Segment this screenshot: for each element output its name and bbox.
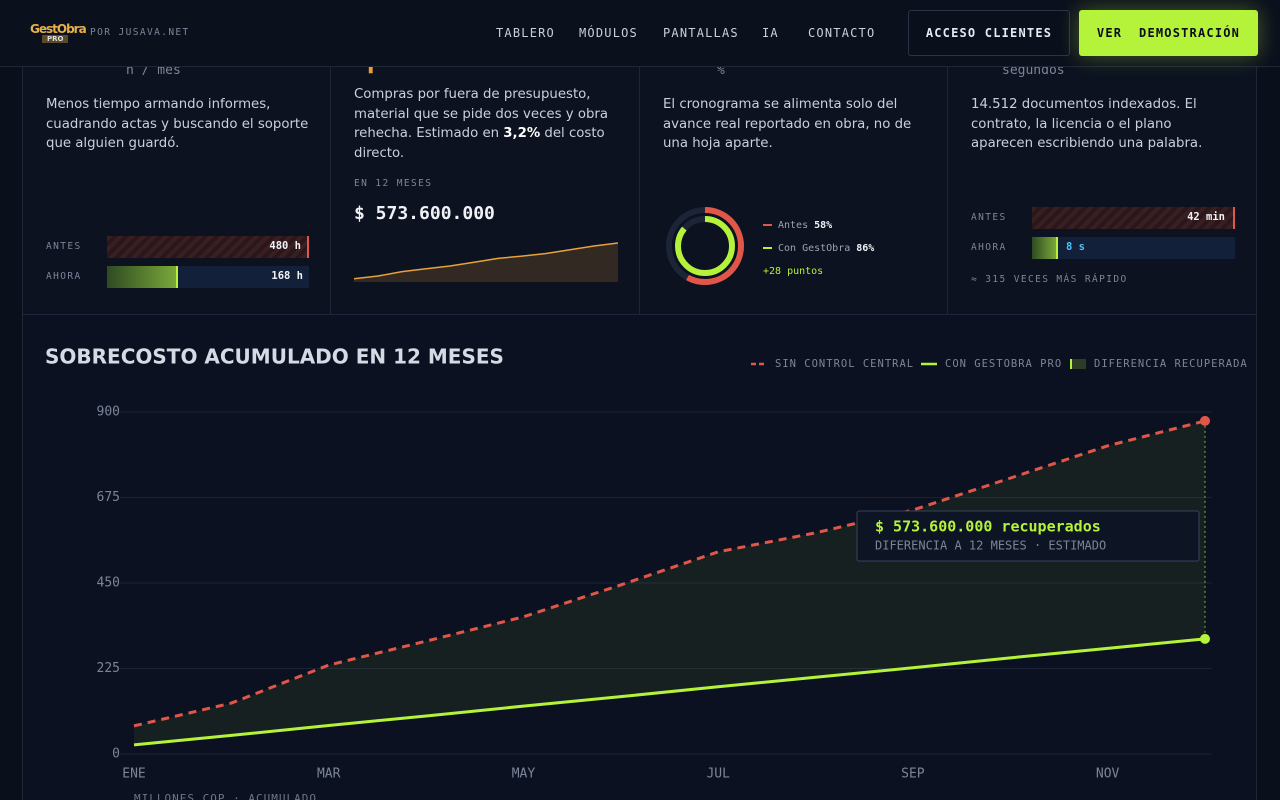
donut-arc: [675, 216, 735, 276]
series-line: [133, 637, 1206, 747]
nav-link[interactable]: MÓDULOS: [579, 26, 638, 40]
bar-label: ANTES: [46, 241, 82, 252]
nav-link[interactable]: TABLERO: [496, 26, 555, 40]
x-tick-label: SEP: [901, 767, 925, 782]
donut-legend: Antes 58% Con GestObra 86% +28 puntos: [763, 214, 874, 283]
end-point: [1200, 633, 1210, 644]
tooltip-title: $ 573.600.000 recuperados: [875, 518, 1101, 536]
y-tick-label: 225: [97, 661, 120, 676]
unit: %: [717, 63, 725, 78]
bar-label: ANTES: [971, 212, 1007, 223]
nav-link[interactable]: CONTACTO: [808, 26, 876, 40]
bar-value: 42 min: [1187, 211, 1225, 223]
logo[interactable]: GestObra: [30, 22, 87, 36]
demo-button[interactable]: VER DEMOSTRACIÓN: [1079, 10, 1258, 56]
sparkline: [354, 242, 618, 282]
byline: POR JUSAVA.NET: [90, 27, 190, 38]
legend-item: Con GestObra 86%: [763, 237, 874, 260]
x-tick-label: JUL: [706, 767, 730, 782]
nav-link[interactable]: IA: [762, 26, 779, 40]
bar-label: AHORA: [46, 271, 82, 282]
text-bold: 3,2%: [503, 126, 541, 141]
donut: [666, 207, 744, 285]
legend-item: Antes 58%: [763, 214, 874, 237]
description: Compras por fuera de presupuesto, materi…: [354, 85, 619, 163]
bar-value: 8 s: [1066, 241, 1085, 253]
legend-swatch: [763, 247, 772, 249]
text: del costo directo.: [354, 126, 605, 161]
bar-value: 168 h: [271, 270, 303, 282]
after-bar: [107, 266, 178, 288]
bar-value: 480 h: [269, 240, 301, 252]
x-tick-label: NOV: [1096, 767, 1120, 782]
x-tick-label: MAY: [512, 767, 536, 782]
bar-track: 8 s: [1032, 237, 1235, 259]
x-tick-label: MAR: [317, 767, 341, 782]
total: $ 573.600.000: [354, 203, 495, 224]
description: El cronograma se alimenta solo del avanc…: [663, 97, 912, 151]
tooltip-subtitle: DIFERENCIA A 12 MESES · ESTIMADO: [875, 539, 1106, 553]
y-axis-label: MILLONES COP · ACUMULADO: [134, 792, 317, 800]
legend-swatch: [763, 224, 772, 226]
description: Menos tiempo armando informes, cuadrando…: [46, 97, 309, 151]
bar-label: AHORA: [971, 242, 1007, 253]
sparkline: [354, 242, 618, 280]
nav-link[interactable]: PANTALLAS: [663, 26, 739, 40]
note: ≈ 315 VECES MÁS RÁPIDO: [971, 274, 1128, 285]
legend-label: SIN CONTROL CENTRAL: [775, 358, 914, 370]
chart-title: SOBRECOSTO ACUMULADO EN 12 MESES: [45, 345, 504, 369]
end-point: [1200, 415, 1210, 426]
period-label: EN 12 MESES: [354, 178, 433, 189]
before-bar: 480 h: [107, 236, 309, 258]
x-tick-label: ENE: [122, 767, 145, 782]
legend-value: 86%: [856, 243, 875, 254]
delta: +28 puntos: [763, 266, 824, 277]
y-tick-label: 450: [97, 576, 120, 591]
y-tick-label: 900: [97, 405, 120, 420]
series-line: [133, 419, 1206, 728]
navbar: GestObra PRO POR JUSAVA.NET TABLERO MÓDU…: [0, 0, 1280, 67]
description: 14.512 documentos indexados. El contrato…: [971, 97, 1203, 151]
legend-swatch: [1070, 359, 1086, 369]
text: Compras por fuera de presupuesto, materi…: [354, 87, 609, 141]
legend-label: DIFERENCIA RECUPERADA: [1094, 358, 1248, 370]
tooltip: [856, 510, 1200, 562]
y-tick-label: 0: [112, 747, 120, 762]
legend-label: CON GESTOBRA PRO: [945, 358, 1062, 370]
bar-track: 168 h: [107, 266, 309, 288]
legend-label: Antes: [778, 220, 809, 231]
logo-badge: PRO: [42, 35, 69, 43]
donut-arc: [666, 207, 744, 285]
before-bar: 42 min: [1032, 207, 1235, 229]
legend-label: Con GestObra: [778, 243, 851, 254]
y-tick-label: 675: [97, 490, 120, 505]
login-button[interactable]: ACCESO CLIENTES: [908, 10, 1070, 56]
legend-value: 58%: [814, 220, 833, 231]
after-bar: [1032, 237, 1058, 259]
